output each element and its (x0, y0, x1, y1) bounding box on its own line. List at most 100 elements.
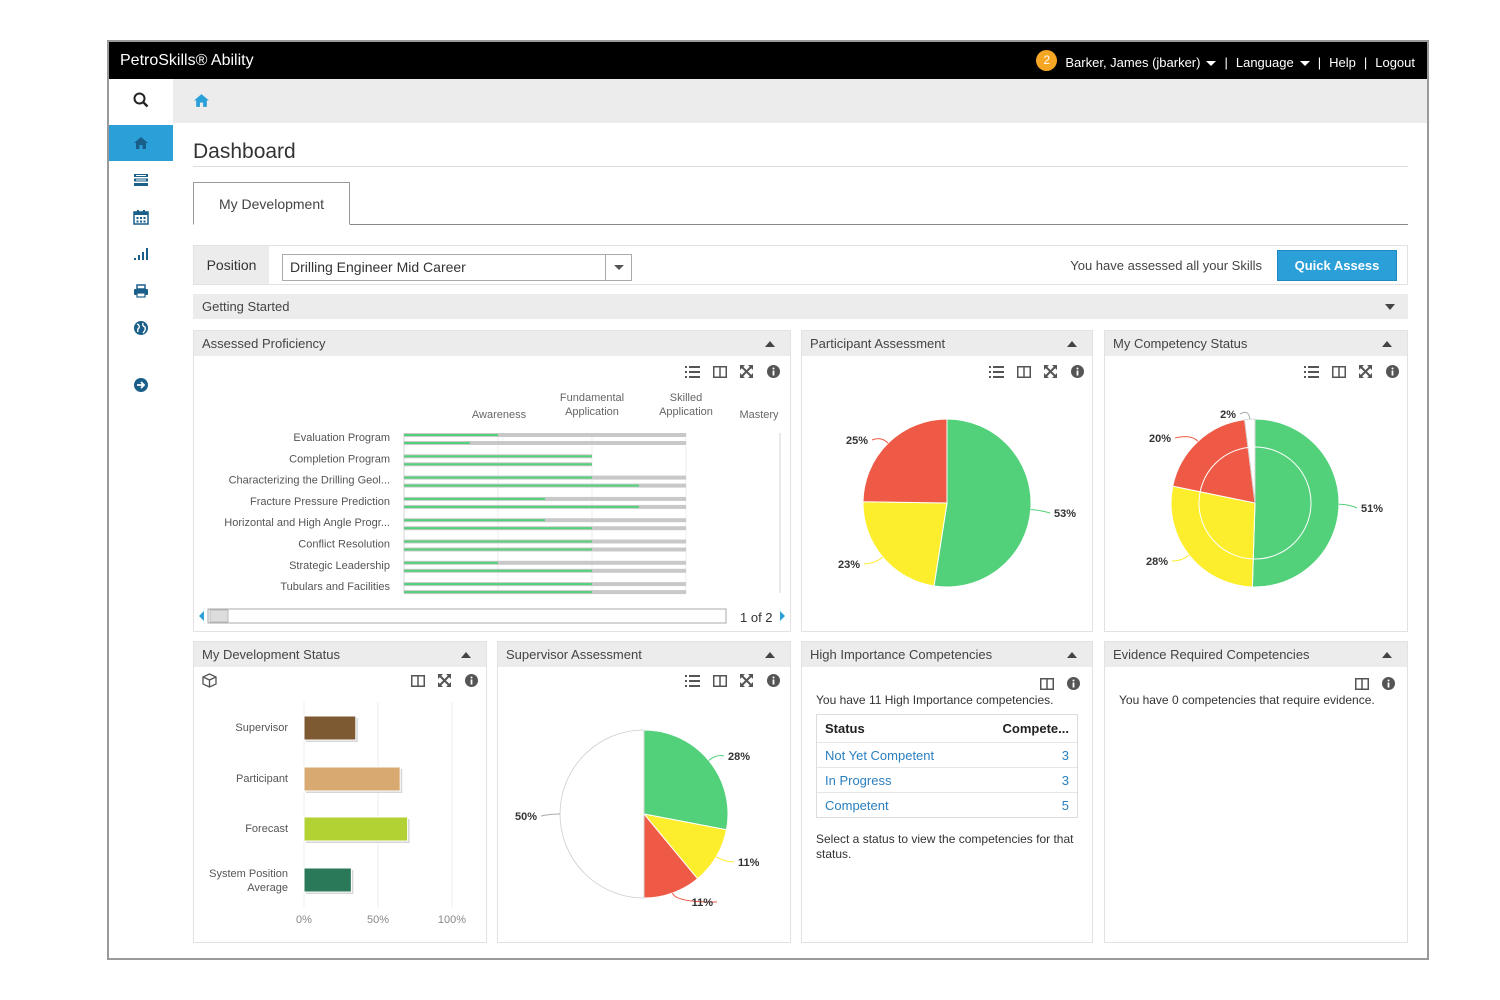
status-link[interactable]: Not Yet Competent (825, 748, 935, 763)
info-icon[interactable] (1065, 675, 1082, 692)
status-link[interactable]: Competent (825, 798, 889, 813)
collapse-icon[interactable] (1382, 652, 1392, 658)
competency-status-pie: 51% 28% 20% 2% (1146, 409, 1383, 588)
user-menu[interactable]: Barker, James (jbarker) (1065, 55, 1217, 70)
quick-assess-button[interactable]: Quick Assess (1277, 250, 1397, 281)
required-bar (404, 433, 686, 437)
search-icon[interactable] (109, 82, 173, 118)
info-icon[interactable] (463, 672, 480, 689)
calendar-icon[interactable] (109, 199, 173, 235)
pie-leader-line (1174, 436, 1199, 442)
category-label: Strategic Leadership (289, 560, 390, 572)
notification-badge[interactable]: 2 (1036, 50, 1058, 71)
pie-slice[interactable] (1244, 418, 1256, 504)
assessed-bar (404, 463, 592, 466)
pie-slice[interactable] (1251, 418, 1340, 588)
table-row[interactable]: Competent 5 (817, 792, 1077, 817)
pie-slice[interactable] (862, 418, 948, 504)
collapse-icon[interactable] (765, 341, 775, 347)
category-label: Supervisor (235, 722, 288, 734)
assessed-message: You have assessed all your Skills (1070, 258, 1262, 273)
info-icon[interactable] (1069, 363, 1086, 380)
columns-icon[interactable] (711, 363, 728, 380)
collapse-icon[interactable] (1382, 341, 1392, 347)
logout-link[interactable]: Logout (1375, 54, 1415, 70)
pie-leader-line (708, 755, 725, 761)
chevron-down-icon[interactable] (605, 255, 631, 280)
pie-slice[interactable] (1170, 485, 1256, 588)
list-icon[interactable] (684, 363, 701, 380)
panel-header: Supervisor Assessment (498, 642, 790, 667)
info-icon[interactable] (1384, 363, 1401, 380)
list-view-icon[interactable] (109, 162, 173, 198)
scrollbar-thumb[interactable] (209, 609, 229, 623)
pie-leader-line (1338, 503, 1358, 509)
columns-icon[interactable] (711, 672, 728, 689)
horizontal-scrollbar[interactable] (207, 608, 727, 624)
scroll-left-icon[interactable] (199, 611, 204, 621)
assessed-bar (404, 455, 592, 458)
pie-slice[interactable] (862, 501, 948, 587)
expand-icon[interactable] (436, 672, 453, 689)
development-bar[interactable] (303, 867, 352, 893)
info-icon[interactable] (765, 672, 782, 689)
collapse-icon[interactable] (765, 652, 775, 658)
columns-icon[interactable] (1353, 675, 1370, 692)
arrow-right-circle-icon[interactable] (109, 367, 173, 403)
column-header-competencies[interactable]: Compete... (1002, 721, 1069, 736)
collapse-icon[interactable] (461, 652, 471, 658)
columns-icon[interactable] (1330, 363, 1347, 380)
assessed-bar (404, 442, 470, 444)
app-window: PetroSkills® Ability 2 Barker, James (jb… (107, 40, 1429, 960)
expand-icon[interactable] (1357, 363, 1374, 380)
evidence-required-message: You have 0 competencies that require evi… (1119, 693, 1375, 707)
list-icon[interactable] (1303, 363, 1320, 380)
development-bar[interactable] (303, 816, 409, 842)
assessed-bar (404, 569, 592, 572)
home-icon[interactable] (109, 125, 173, 161)
signal-bars-icon[interactable] (109, 236, 173, 272)
info-icon[interactable] (1380, 675, 1397, 692)
panel-tools (1038, 675, 1082, 692)
scroll-right-icon[interactable] (780, 611, 785, 621)
development-bar[interactable] (303, 766, 401, 792)
position-select-value: Drilling Engineer Mid Career (290, 259, 466, 275)
columns-icon[interactable] (409, 672, 426, 689)
collapse-icon[interactable] (1067, 341, 1077, 347)
expand-icon[interactable] (738, 363, 755, 380)
pie-slice[interactable] (643, 729, 729, 831)
category-label: Tubulars and Facilities (280, 581, 390, 593)
expand-icon[interactable] (738, 672, 755, 689)
position-select[interactable]: Drilling Engineer Mid Career (282, 254, 632, 281)
list-icon[interactable] (988, 363, 1005, 380)
getting-started-bar[interactable]: Getting Started (193, 294, 1408, 319)
home-icon[interactable] (193, 93, 210, 113)
pie-data-label: 11% (738, 857, 760, 869)
collapse-icon[interactable] (1067, 652, 1077, 658)
status-link[interactable]: In Progress (825, 773, 892, 788)
print-icon[interactable] (109, 273, 173, 309)
assessed-bar (404, 484, 639, 487)
cube-icon[interactable] (201, 672, 218, 689)
globe-icon[interactable] (109, 310, 173, 346)
table-row[interactable]: In Progress 3 (817, 767, 1077, 792)
assessed-bar (404, 527, 592, 530)
info-icon[interactable] (765, 363, 782, 380)
development-bar[interactable] (303, 715, 357, 741)
pie-leader-line (863, 556, 884, 565)
level-label: Skilled (670, 392, 702, 404)
pie-slice[interactable] (933, 418, 1032, 588)
columns-icon[interactable] (1015, 363, 1032, 380)
language-menu[interactable]: Language (1236, 55, 1310, 70)
table-row[interactable]: Not Yet Competent 3 (817, 742, 1077, 767)
panel-header: Evidence Required Competencies (1105, 642, 1407, 667)
pie-slice[interactable] (559, 729, 645, 899)
list-icon[interactable] (684, 672, 701, 689)
tab-my-development[interactable]: My Development (193, 182, 350, 225)
pie-data-label: 25% (846, 435, 868, 447)
expand-icon[interactable] (1042, 363, 1059, 380)
x-tick-label: 100% (438, 914, 466, 926)
chevron-down-icon[interactable] (1385, 304, 1395, 310)
help-link[interactable]: Help (1329, 54, 1356, 70)
columns-icon[interactable] (1038, 675, 1055, 692)
